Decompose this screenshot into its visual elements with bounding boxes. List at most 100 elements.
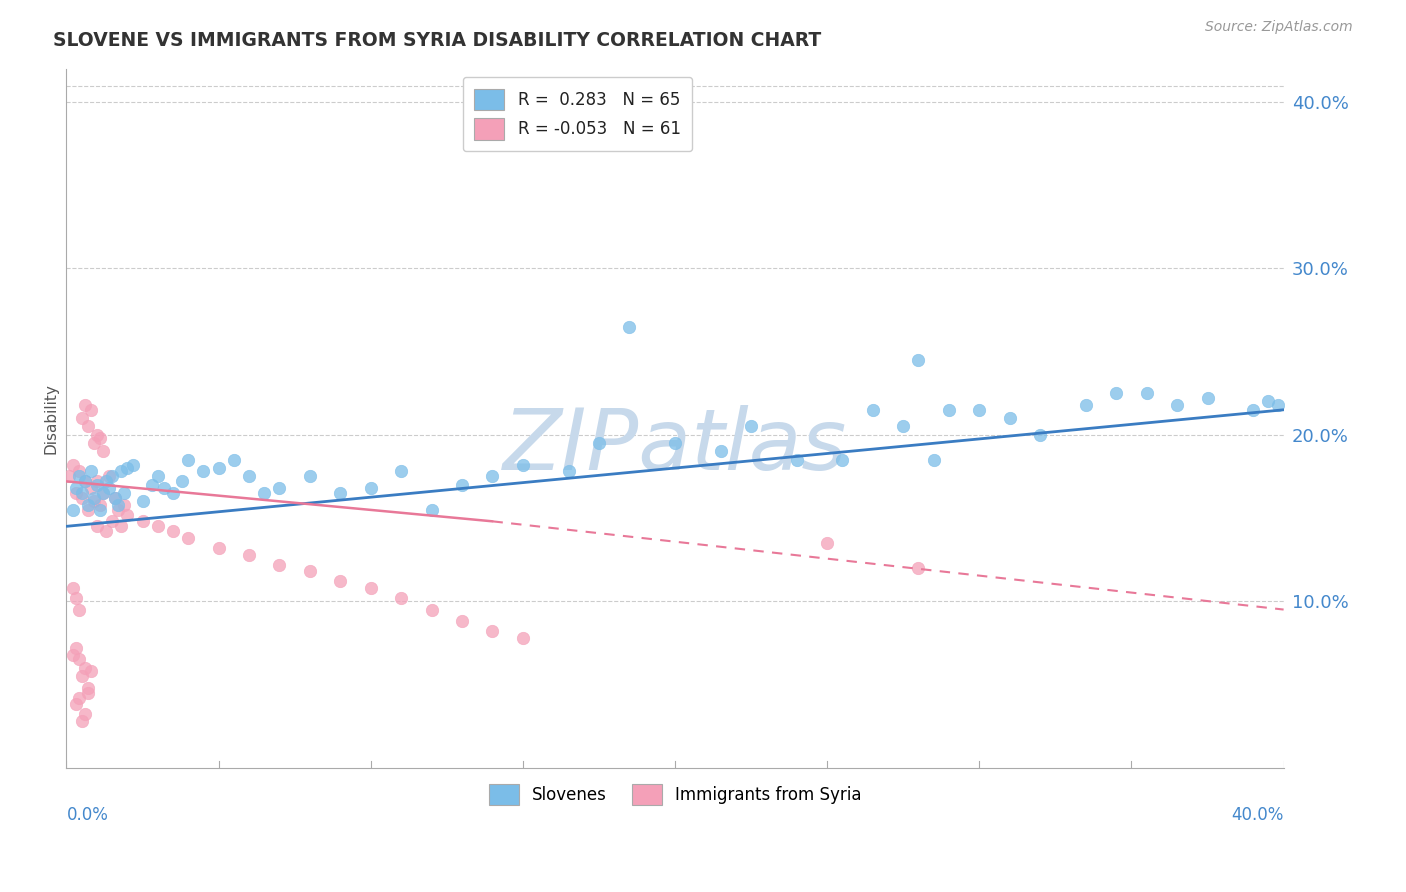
Point: [65, 481, 87, 495]
Point: [146, 519, 169, 533]
Point: [65, 640, 87, 655]
Point: [1136, 386, 1159, 401]
Point: [222, 452, 245, 467]
Point: [740, 419, 762, 434]
Point: [94, 475, 117, 489]
Point: [117, 508, 139, 522]
Point: [451, 614, 474, 628]
Point: [104, 491, 127, 505]
Point: [107, 498, 129, 512]
Point: [298, 564, 321, 578]
Point: [238, 548, 260, 562]
Point: [1241, 402, 1264, 417]
Point: [91, 444, 114, 458]
Point: [481, 624, 503, 639]
Point: [98, 469, 121, 483]
Point: [62, 502, 84, 516]
Point: [420, 602, 443, 616]
Point: [360, 581, 382, 595]
Text: ZIPatlas: ZIPatlas: [503, 405, 848, 488]
Point: [112, 498, 135, 512]
Point: [70, 491, 93, 505]
Point: [141, 477, 163, 491]
Point: [512, 458, 534, 472]
Point: [86, 427, 108, 442]
Point: [76, 419, 98, 434]
Point: [110, 464, 132, 478]
Point: [938, 402, 960, 417]
Point: [588, 436, 610, 450]
Point: [65, 486, 87, 500]
Point: [269, 481, 291, 495]
Point: [70, 669, 93, 683]
Point: [360, 481, 382, 495]
Y-axis label: Disability: Disability: [44, 383, 58, 453]
Point: [76, 502, 98, 516]
Point: [73, 661, 96, 675]
Point: [815, 536, 838, 550]
Point: [153, 481, 176, 495]
Point: [83, 494, 105, 508]
Point: [76, 681, 98, 695]
Point: [73, 707, 96, 722]
Point: [1074, 398, 1097, 412]
Point: [80, 481, 103, 495]
Point: [481, 469, 503, 483]
Point: [67, 602, 90, 616]
Point: [89, 502, 111, 516]
Text: 0.0%: 0.0%: [66, 806, 108, 824]
Point: [58, 469, 80, 483]
Point: [67, 469, 90, 483]
Legend: Slovenes, Immigrants from Syria: Slovenes, Immigrants from Syria: [482, 777, 869, 812]
Point: [269, 558, 291, 572]
Point: [67, 464, 90, 478]
Point: [207, 541, 229, 555]
Point: [969, 402, 991, 417]
Point: [172, 475, 194, 489]
Point: [1267, 398, 1289, 412]
Point: [83, 491, 105, 505]
Point: [80, 464, 103, 478]
Point: [101, 469, 124, 483]
Point: [62, 581, 84, 595]
Point: [1166, 398, 1188, 412]
Point: [70, 486, 93, 500]
Text: 40.0%: 40.0%: [1232, 806, 1284, 824]
Point: [786, 452, 808, 467]
Point: [619, 319, 641, 334]
Point: [112, 486, 135, 500]
Point: [122, 458, 145, 472]
Point: [76, 498, 98, 512]
Point: [73, 475, 96, 489]
Point: [907, 561, 929, 575]
Point: [710, 444, 733, 458]
Point: [389, 464, 412, 478]
Point: [101, 514, 124, 528]
Point: [62, 648, 84, 662]
Point: [76, 686, 98, 700]
Point: [110, 519, 132, 533]
Point: [86, 477, 108, 491]
Point: [98, 481, 121, 495]
Point: [94, 524, 117, 539]
Point: [298, 469, 321, 483]
Point: [70, 714, 93, 728]
Point: [80, 402, 103, 417]
Point: [177, 531, 200, 545]
Point: [162, 524, 184, 539]
Point: [104, 491, 127, 505]
Point: [91, 486, 114, 500]
Point: [329, 486, 352, 500]
Point: [1257, 394, 1279, 409]
Text: SLOVENE VS IMMIGRANTS FROM SYRIA DISABILITY CORRELATION CHART: SLOVENE VS IMMIGRANTS FROM SYRIA DISABIL…: [53, 31, 821, 50]
Point: [83, 436, 105, 450]
Point: [420, 502, 443, 516]
Point: [62, 458, 84, 472]
Point: [146, 469, 169, 483]
Point: [389, 591, 412, 605]
Point: [1197, 391, 1219, 405]
Point: [557, 464, 579, 478]
Point: [131, 514, 153, 528]
Point: [65, 591, 87, 605]
Point: [67, 690, 90, 705]
